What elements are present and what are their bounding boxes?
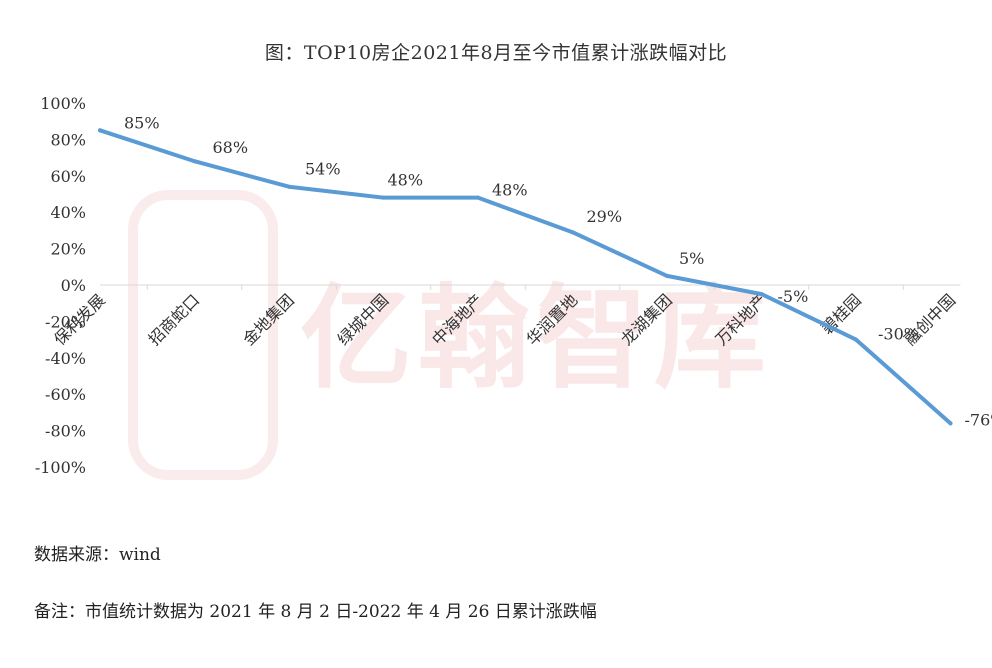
data-label: -30%: [878, 325, 919, 344]
y-tick-label: 80%: [50, 130, 86, 149]
data-point: [665, 273, 669, 278]
x-tick-label: 金地集团: [239, 290, 298, 349]
data-point: [854, 337, 858, 342]
y-tick-label: 60%: [50, 167, 86, 186]
data-label: 29%: [587, 207, 623, 226]
line-chart: 100%80%60%40%20%0%-20%-40%-60%-80%-100%保…: [35, 94, 992, 477]
x-tick-label: 招商蛇口: [145, 290, 204, 349]
data-label: 85%: [124, 113, 160, 132]
data-point: [381, 195, 386, 200]
x-tick-label: 中海地产: [428, 290, 487, 349]
data-point: [98, 128, 102, 133]
y-tick-label: 100%: [40, 94, 86, 113]
data-source: 数据来源：wind: [34, 545, 161, 565]
data-point: [759, 292, 764, 297]
data-point: [948, 421, 953, 426]
data-point: [287, 184, 291, 189]
y-tick-label: -60%: [45, 385, 86, 404]
data-point: [192, 159, 197, 164]
data-point: [570, 230, 575, 235]
y-tick-label: 0%: [61, 276, 86, 295]
x-tick-label: 华润置地: [523, 290, 582, 349]
y-tick-label: 40%: [50, 203, 86, 222]
series-line: [98, 128, 953, 426]
remark-note: 备注：市值统计数据为 2021 年 8 月 2 日-2022 年 4 月 26 …: [34, 602, 597, 622]
chart-title: 图：TOP10房企2021年8月至今市值累计涨跌幅对比: [264, 42, 728, 64]
data-label: 48%: [492, 181, 528, 200]
data-label: 68%: [213, 138, 249, 157]
y-tick-label: -80%: [45, 422, 86, 441]
y-tick-label: -20%: [45, 312, 86, 331]
data-label: 54%: [305, 160, 341, 179]
x-tick-label: 龙湖集团: [617, 290, 676, 349]
x-tick-label: 绿城中国: [334, 290, 393, 349]
data-label: -5%: [778, 287, 809, 306]
data-label: 5%: [679, 249, 704, 268]
data-label: 48%: [388, 171, 424, 190]
x-tick-label: 万科地产: [712, 290, 771, 349]
y-tick-label: -100%: [35, 458, 86, 477]
y-tick-label: 20%: [50, 240, 86, 259]
y-tick-label: -40%: [45, 349, 86, 368]
data-label: -76%: [965, 410, 992, 429]
data-point: [476, 195, 480, 200]
